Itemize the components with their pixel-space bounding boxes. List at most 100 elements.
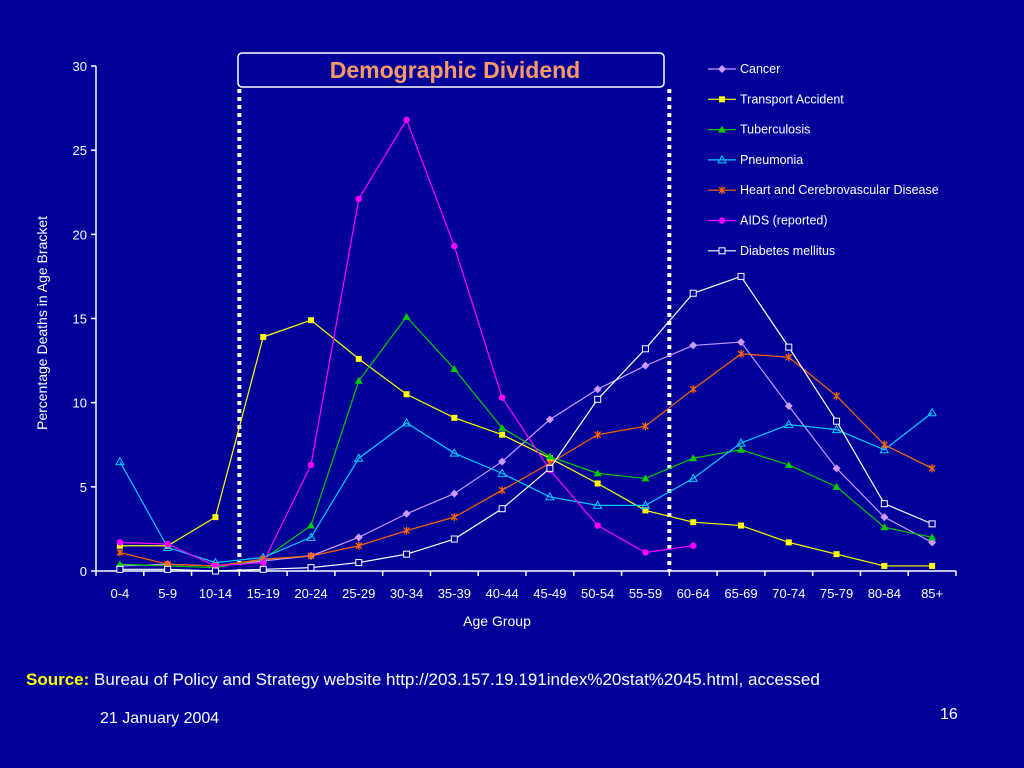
legend-item: Diabetes mellitus bbox=[708, 244, 835, 258]
data-point bbox=[308, 317, 314, 324]
data-point bbox=[833, 417, 841, 425]
data-point bbox=[832, 464, 841, 473]
data-point bbox=[689, 289, 697, 297]
data-point bbox=[832, 482, 841, 490]
series-line bbox=[119, 118, 694, 567]
data-point bbox=[498, 394, 506, 401]
data-point bbox=[927, 407, 937, 417]
y-tick-label: 30 bbox=[73, 59, 87, 74]
data-point bbox=[641, 422, 649, 431]
data-point bbox=[880, 513, 889, 522]
data-point bbox=[164, 540, 171, 548]
data-point bbox=[594, 522, 601, 529]
data-point bbox=[928, 533, 937, 541]
data-point bbox=[879, 444, 890, 454]
axes: 0 5 10 15 20 25 30 0-4 5-9 10-14 15-19 20-24 25-29 30… bbox=[73, 59, 957, 601]
source-text: Bureau of Policy and Strategy website ht… bbox=[94, 670, 820, 689]
x-tick-label: 45-49 bbox=[533, 586, 566, 601]
data-point bbox=[928, 520, 936, 528]
data-point bbox=[545, 491, 555, 501]
data-point bbox=[402, 509, 411, 518]
data-point bbox=[718, 186, 726, 195]
data-point bbox=[545, 452, 554, 460]
data-point bbox=[929, 562, 936, 569]
data-point bbox=[403, 391, 410, 398]
x-tick-label: 60-64 bbox=[677, 586, 710, 601]
demographic-dividend-highlight bbox=[237, 89, 672, 571]
data-point bbox=[212, 514, 219, 521]
data-point bbox=[307, 461, 315, 469]
data-point bbox=[928, 464, 936, 473]
y-tick-label: 15 bbox=[73, 312, 87, 327]
legend-label: Cancer bbox=[740, 62, 780, 76]
data-point bbox=[403, 116, 410, 124]
legend-item: Cancer bbox=[708, 62, 780, 76]
data-point bbox=[164, 565, 172, 573]
data-point bbox=[116, 548, 124, 557]
data-point bbox=[116, 542, 123, 549]
data-point bbox=[880, 523, 889, 531]
legend-label: Transport Accident bbox=[740, 92, 844, 106]
data-point bbox=[116, 565, 124, 573]
data-point bbox=[498, 486, 506, 495]
data-point bbox=[402, 312, 411, 320]
series-line bbox=[119, 412, 933, 564]
data-point bbox=[593, 469, 602, 477]
x-tick-label: 70-74 bbox=[772, 586, 805, 601]
data-point bbox=[450, 513, 458, 522]
data-point bbox=[450, 535, 458, 543]
legend-item: Tuberculosis bbox=[708, 123, 810, 137]
data-point bbox=[784, 402, 793, 411]
data-point bbox=[737, 349, 745, 358]
data-point bbox=[355, 559, 363, 567]
data-point bbox=[260, 559, 267, 566]
data-point bbox=[211, 567, 219, 575]
data-point bbox=[594, 430, 602, 439]
data-point bbox=[403, 550, 411, 558]
data-point bbox=[498, 505, 506, 513]
data-point bbox=[594, 480, 601, 487]
y-axis-title: Percentage Deaths in Age Bracket bbox=[34, 216, 50, 430]
data-point bbox=[449, 448, 460, 457]
series-pneumonia bbox=[115, 407, 937, 567]
x-tick-label: 85+ bbox=[921, 586, 943, 601]
data-point bbox=[593, 385, 602, 394]
data-point bbox=[355, 355, 362, 362]
title-box bbox=[237, 52, 665, 88]
legend-item: Transport Accident bbox=[708, 92, 844, 106]
data-point bbox=[307, 521, 315, 529]
data-point bbox=[880, 440, 888, 449]
data-point bbox=[498, 457, 507, 466]
legend-item: Heart and Cerebrovascular Disease bbox=[708, 183, 939, 197]
y-tick-label: 5 bbox=[80, 480, 87, 495]
legend-label: Heart and Cerebrovascular Disease bbox=[740, 183, 939, 197]
series-aids-reported bbox=[116, 116, 697, 570]
data-point bbox=[401, 417, 412, 427]
data-point bbox=[497, 468, 507, 477]
data-point bbox=[833, 551, 840, 558]
data-point bbox=[116, 539, 124, 546]
data-point bbox=[718, 125, 726, 133]
legend-label: Tuberculosis bbox=[740, 123, 810, 137]
data-point bbox=[689, 341, 698, 350]
data-point bbox=[259, 565, 267, 573]
data-point bbox=[592, 500, 603, 509]
source-line: Source: Bureau of Policy and Strategy we… bbox=[26, 670, 1006, 690]
data-point bbox=[641, 474, 650, 482]
data-point bbox=[306, 532, 316, 541]
x-tick-label: 55-59 bbox=[629, 586, 662, 601]
x-tick-label: 75-79 bbox=[820, 586, 853, 601]
data-point bbox=[640, 500, 651, 509]
y-tick-label: 0 bbox=[80, 564, 87, 579]
data-point bbox=[260, 334, 267, 341]
y-tick-label: 25 bbox=[73, 143, 87, 158]
x-tick-label: 35-39 bbox=[438, 586, 471, 601]
x-tick-label: 15-19 bbox=[247, 586, 280, 601]
data-point bbox=[738, 522, 744, 529]
data-point bbox=[831, 424, 842, 434]
data-point bbox=[785, 353, 793, 362]
y-tick-label: 10 bbox=[73, 396, 87, 411]
data-point bbox=[737, 272, 745, 280]
data-point bbox=[162, 542, 173, 551]
data-point bbox=[307, 551, 315, 560]
